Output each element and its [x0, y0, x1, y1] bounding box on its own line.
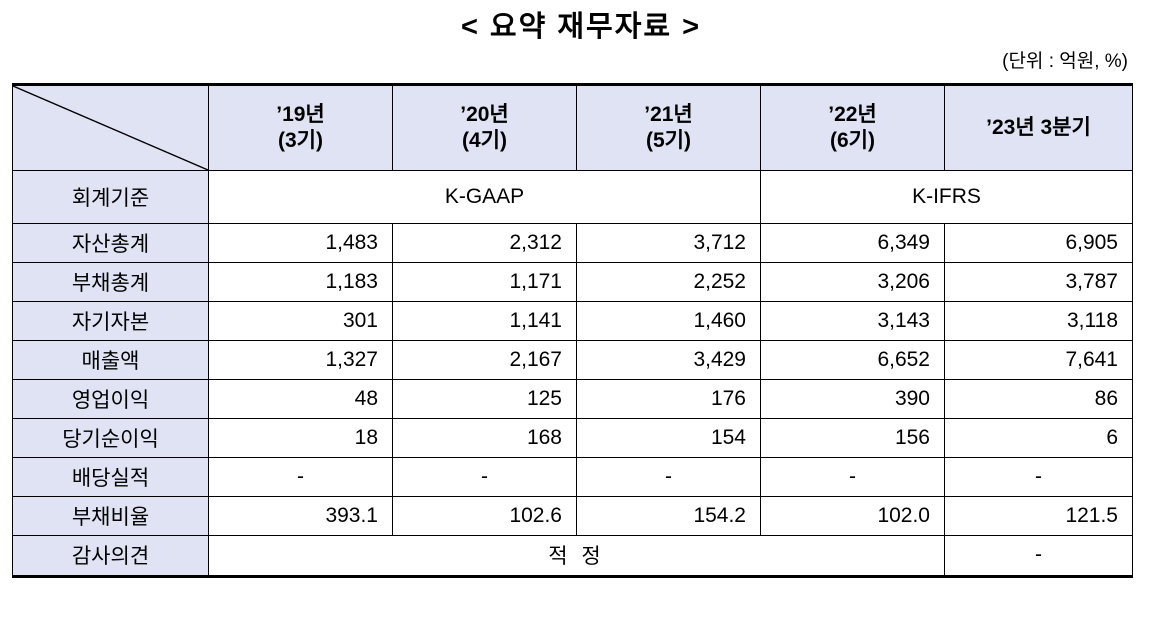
- cell-dividends-2019: -: [208, 456, 393, 497]
- unit-note: (단위 : 억원, %): [1002, 50, 1128, 72]
- table-row: 매출액 1,327 2,167 3,429 6,652 7,641: [12, 339, 1133, 380]
- table-row: 자산총계 1,483 2,312 3,712 6,349 6,905: [12, 222, 1133, 263]
- cell-revenue-2022: 6,652: [760, 339, 945, 380]
- column-header-2022-term: (6기): [830, 128, 875, 152]
- corner-cell: [12, 83, 209, 171]
- row-label-total-equity: 자기자본: [12, 300, 209, 341]
- cell-audit-opinion-2023q3: -: [944, 534, 1133, 577]
- table-row: 부채비율 393.1 102.6 154.2 102.0 121.5: [12, 495, 1133, 536]
- column-header-2021: ’21년 (5기): [576, 83, 761, 171]
- cell-total-equity-2020: 1,141: [392, 300, 577, 341]
- cell-net-income-2023q3: 6: [944, 417, 1133, 458]
- row-label-audit-opinion: 감사의견: [12, 534, 209, 577]
- row-label-debt-ratio: 부채비율: [12, 495, 209, 536]
- cell-accounting-standard-kgaap: K-GAAP: [208, 169, 761, 224]
- cell-net-income-2021: 154: [576, 417, 761, 458]
- row-label-accounting-standard: 회계기준: [12, 169, 209, 224]
- cell-debt-ratio-2020: 102.6: [392, 495, 577, 536]
- cell-operating-profit-2019: 48: [208, 378, 393, 419]
- cell-net-income-2019: 18: [208, 417, 393, 458]
- column-header-2023q3: ’23년 3분기: [944, 83, 1133, 171]
- column-header-2019: ’19년 (3기): [208, 83, 393, 171]
- cell-total-liabilities-2023q3: 3,787: [944, 261, 1133, 302]
- cell-total-liabilities-2019: 1,183: [208, 261, 393, 302]
- table-header-row: ’19년 (3기) ’20년 (4기) ’21년 (5기) ’22년 (6기): [12, 83, 1133, 171]
- cell-debt-ratio-2023q3: 121.5: [944, 495, 1133, 536]
- cell-total-assets-2020: 2,312: [392, 222, 577, 263]
- cell-debt-ratio-2022: 102.0: [760, 495, 945, 536]
- cell-debt-ratio-2021: 154.2: [576, 495, 761, 536]
- table-container: ’19년 (3기) ’20년 (4기) ’21년 (5기) ’22년 (6기): [0, 73, 1162, 578]
- financial-summary-table: ’19년 (3기) ’20년 (4기) ’21년 (5기) ’22년 (6기): [12, 82, 1133, 578]
- cell-operating-profit-2021: 176: [576, 378, 761, 419]
- cell-revenue-2023q3: 7,641: [944, 339, 1133, 380]
- row-label-operating-profit: 영업이익: [12, 378, 209, 419]
- page-title: < 요약 재무자료 >: [460, 11, 702, 43]
- cell-total-liabilities-2020: 1,171: [392, 261, 577, 302]
- cell-dividends-2023q3: -: [944, 456, 1133, 497]
- cell-total-liabilities-2021: 2,252: [576, 261, 761, 302]
- column-header-2019-term: (3기): [278, 128, 323, 152]
- column-header-2022: ’22년 (6기): [760, 83, 945, 171]
- table-row: 영업이익 48 125 176 390 86: [12, 378, 1133, 419]
- cell-audit-opinion: 적 정: [208, 534, 945, 577]
- row-label-net-income: 당기순이익: [12, 417, 209, 458]
- diagonal-slash-icon: [13, 86, 208, 170]
- cell-dividends-2020: -: [392, 456, 577, 497]
- table-row: 자기자본 301 1,141 1,460 3,143 3,118: [12, 300, 1133, 341]
- table-row: 당기순이익 18 168 154 156 6: [12, 417, 1133, 458]
- cell-total-equity-2019: 301: [208, 300, 393, 341]
- cell-operating-profit-2020: 125: [392, 378, 577, 419]
- cell-total-equity-2022: 3,143: [760, 300, 945, 341]
- column-header-2022-year: ’22년: [828, 102, 877, 126]
- table-row: 배당실적 - - - - -: [12, 456, 1133, 497]
- cell-operating-profit-2023q3: 86: [944, 378, 1133, 419]
- cell-revenue-2020: 2,167: [392, 339, 577, 380]
- table-row: 부채총계 1,183 1,171 2,252 3,206 3,787: [12, 261, 1133, 302]
- column-header-2020-year: ’20년: [460, 102, 509, 126]
- cell-total-equity-2021: 1,460: [576, 300, 761, 341]
- column-header-2020: ’20년 (4기): [392, 83, 577, 171]
- cell-debt-ratio-2019: 393.1: [208, 495, 393, 536]
- row-label-revenue: 매출액: [12, 339, 209, 380]
- column-header-2021-term: (5기): [646, 128, 691, 152]
- cell-revenue-2019: 1,327: [208, 339, 393, 380]
- cell-dividends-2021: -: [576, 456, 761, 497]
- cell-net-income-2022: 156: [760, 417, 945, 458]
- cell-total-assets-2019: 1,483: [208, 222, 393, 263]
- column-header-2019-year: ’19년: [276, 102, 325, 126]
- cell-dividends-2022: -: [760, 456, 945, 497]
- cell-total-assets-2022: 6,349: [760, 222, 945, 263]
- cell-accounting-standard-kifrs: K-IFRS: [760, 169, 1133, 224]
- cell-total-liabilities-2022: 3,206: [760, 261, 945, 302]
- table-row: 감사의견 적 정 -: [12, 534, 1133, 577]
- row-label-total-assets: 자산총계: [12, 222, 209, 263]
- cell-total-assets-2023q3: 6,905: [944, 222, 1133, 263]
- cell-operating-profit-2022: 390: [760, 378, 945, 419]
- cell-total-equity-2023q3: 3,118: [944, 300, 1133, 341]
- cell-revenue-2021: 3,429: [576, 339, 761, 380]
- row-label-dividends: 배당실적: [12, 456, 209, 497]
- cell-total-assets-2021: 3,712: [576, 222, 761, 263]
- column-header-2021-year: ’21년: [644, 102, 693, 126]
- row-label-total-liabilities: 부채총계: [12, 261, 209, 302]
- table-row: 회계기준 K-GAAP K-IFRS: [12, 169, 1133, 224]
- cell-net-income-2020: 168: [392, 417, 577, 458]
- column-header-2020-term: (4기): [462, 128, 507, 152]
- column-header-2023q3-year: ’23년 3분기: [986, 115, 1091, 139]
